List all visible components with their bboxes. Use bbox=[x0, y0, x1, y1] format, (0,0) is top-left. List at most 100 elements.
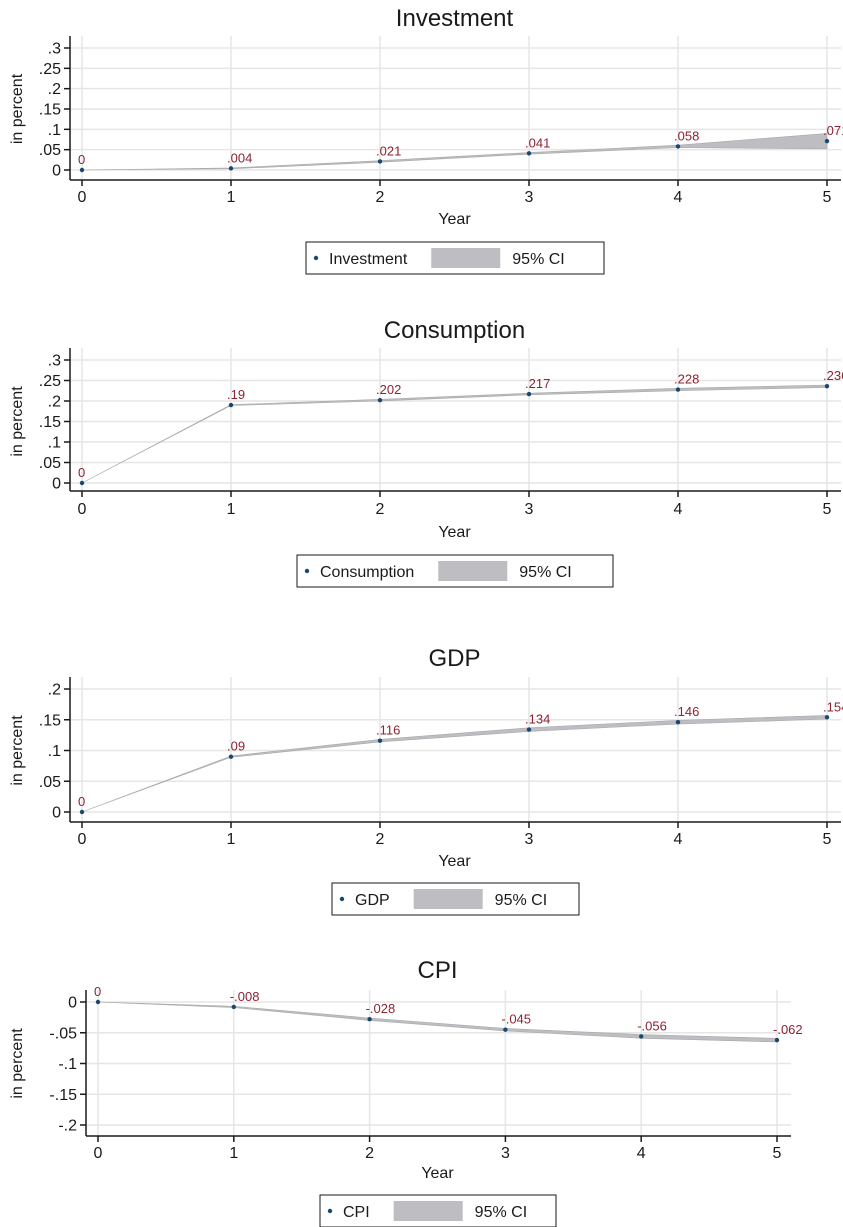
legend-marker bbox=[327, 1208, 333, 1214]
data-point bbox=[377, 738, 383, 743]
data-label: 0 bbox=[78, 465, 85, 480]
legend-ci-label: 95% CI bbox=[475, 1204, 527, 1221]
data-label: .004 bbox=[227, 150, 252, 165]
data-point bbox=[639, 1034, 644, 1039]
ci-band bbox=[81, 715, 828, 813]
ci-band bbox=[81, 384, 828, 484]
y-tick-label: .05 bbox=[39, 142, 61, 159]
chart-panel-cpi: CPI in percent 0 -.05 -.1 -.15 -.2 0 1 2 3 4 5 Year 0 -… bbox=[9, 957, 803, 1227]
data-label: .228 bbox=[674, 372, 699, 387]
y-tick-label: .1 bbox=[48, 435, 61, 452]
legend: GDP 95% CI bbox=[331, 882, 580, 916]
data-point bbox=[675, 387, 681, 392]
data-point bbox=[95, 999, 101, 1005]
data-point bbox=[228, 754, 234, 759]
ci-band bbox=[97, 1001, 778, 1043]
data-label: 0 bbox=[78, 794, 85, 809]
legend-series-label: GDP bbox=[355, 892, 390, 909]
chart-panel-investment: Investment in percent 0 .05 .1 .15 .2 .25 .3 0 1 2 3… bbox=[9, 5, 843, 275]
x-tick-label: 1 bbox=[227, 501, 236, 518]
y-tick-label: 0 bbox=[68, 995, 77, 1012]
y-tick-label: .3 bbox=[48, 41, 61, 58]
y-tick-label: .2 bbox=[48, 394, 61, 411]
legend-series-label: Consumption bbox=[320, 564, 414, 581]
data-point bbox=[774, 1037, 780, 1043]
y-tick-label: -.2 bbox=[58, 1118, 77, 1135]
y-tick-label: 0 bbox=[52, 163, 61, 180]
y-tick-label: .2 bbox=[48, 81, 61, 98]
chart-panel-consumption: Consumption in percent 0 .05 .1 .15 .2 .25 .3 0 1 2… bbox=[9, 317, 843, 588]
data-point bbox=[79, 809, 85, 815]
data-point bbox=[228, 166, 234, 171]
x-tick-label: 0 bbox=[78, 189, 87, 206]
y-tick-label: .15 bbox=[39, 712, 61, 729]
y-tick-label: .2 bbox=[48, 682, 61, 699]
data-label: .202 bbox=[376, 382, 401, 397]
data-label: 0 bbox=[94, 984, 101, 999]
y-tick-label: -.15 bbox=[49, 1087, 77, 1104]
x-axis-label: Year bbox=[438, 853, 471, 870]
data-point bbox=[228, 402, 234, 408]
legend-marker bbox=[313, 255, 319, 261]
x-axis-label: Year bbox=[421, 1165, 454, 1182]
y-axis-label: in percent bbox=[9, 1028, 26, 1099]
data-label: .134 bbox=[525, 712, 550, 727]
y-tick-label: .05 bbox=[39, 455, 61, 472]
legend-ci-swatch bbox=[438, 561, 508, 581]
legend-ci-label: 95% CI bbox=[512, 251, 564, 268]
x-tick-label: 0 bbox=[94, 1145, 103, 1162]
x-tick-label: 1 bbox=[227, 189, 236, 206]
y-tick-label: .05 bbox=[39, 774, 61, 791]
y-axis-label: in percent bbox=[9, 715, 26, 786]
data-point bbox=[526, 391, 532, 397]
data-point bbox=[526, 151, 532, 156]
data-point bbox=[367, 1017, 372, 1022]
x-axis-label: Year bbox=[438, 524, 471, 541]
legend-ci-label: 95% CI bbox=[495, 892, 547, 909]
data-point bbox=[377, 397, 383, 403]
data-label: 0 bbox=[78, 152, 85, 167]
y-tick-label: -.1 bbox=[58, 1056, 77, 1073]
data-point bbox=[526, 727, 532, 732]
data-label: -.028 bbox=[366, 1001, 396, 1016]
chart-title: CPI bbox=[417, 957, 457, 984]
y-tick-label: 0 bbox=[52, 476, 61, 493]
data-label: .19 bbox=[227, 387, 245, 402]
chart-panel-gdp: GDP in percent 0 .05 .1 .15 .2 0 1 2 3 4 5 Year 0 .09 .1… bbox=[9, 645, 843, 916]
x-tick-label: 2 bbox=[376, 189, 385, 206]
x-tick-label: 3 bbox=[525, 501, 534, 518]
legend-series-label: Investment bbox=[329, 251, 408, 268]
ci-band bbox=[81, 133, 828, 171]
chart-title: GDP bbox=[428, 645, 480, 672]
data-point bbox=[675, 144, 681, 149]
data-label: -.062 bbox=[773, 1022, 803, 1037]
y-axis-label: in percent bbox=[9, 73, 26, 144]
data-label: .236 bbox=[823, 368, 843, 383]
data-point bbox=[377, 159, 383, 164]
data-label: .071 bbox=[823, 123, 843, 138]
data-point bbox=[824, 715, 830, 720]
y-tick-label: .1 bbox=[48, 743, 61, 760]
x-tick-label: 2 bbox=[376, 831, 385, 848]
legend-ci-swatch bbox=[413, 889, 483, 909]
data-label: .021 bbox=[376, 143, 401, 158]
legend-marker bbox=[304, 568, 310, 574]
x-tick-label: 3 bbox=[501, 1145, 510, 1162]
y-tick-label: .3 bbox=[48, 353, 61, 370]
y-tick-label: .15 bbox=[39, 414, 61, 431]
legend: Consumption 95% CI bbox=[296, 554, 614, 588]
y-tick-label: .25 bbox=[39, 373, 61, 390]
x-tick-label: 1 bbox=[227, 831, 236, 848]
data-label: -.008 bbox=[230, 989, 260, 1004]
x-tick-label: 5 bbox=[823, 501, 832, 518]
x-tick-label: 5 bbox=[773, 1145, 782, 1162]
x-tick-label: 4 bbox=[674, 501, 683, 518]
data-point bbox=[824, 384, 830, 389]
data-point bbox=[231, 1004, 236, 1010]
legend-ci-swatch bbox=[431, 248, 501, 268]
legend-ci-swatch bbox=[393, 1201, 463, 1221]
x-tick-label: 4 bbox=[637, 1145, 646, 1162]
data-point bbox=[503, 1027, 508, 1032]
x-axis-label: Year bbox=[438, 211, 471, 228]
